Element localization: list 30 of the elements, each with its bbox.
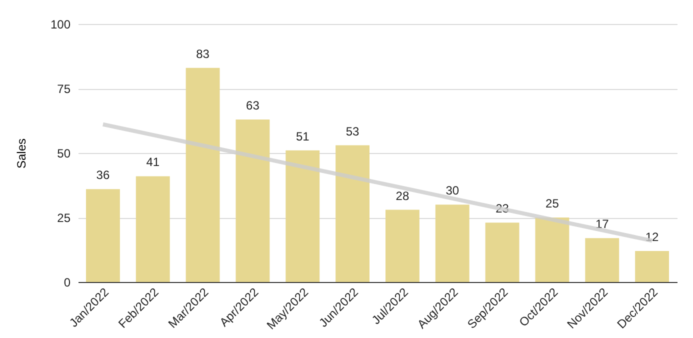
- y-tick-label: 50: [57, 146, 71, 160]
- data-label: 17: [595, 217, 610, 232]
- bar: [385, 210, 420, 282]
- data-label: 36: [96, 168, 110, 182]
- data-label: 51: [296, 129, 310, 144]
- data-label: 30: [446, 184, 460, 198]
- y-tick-label: 0: [64, 276, 71, 290]
- bar: [136, 176, 170, 282]
- data-label: 63: [246, 98, 260, 112]
- bar: [286, 150, 320, 282]
- bar: [236, 119, 270, 282]
- data-label: 41: [146, 155, 160, 170]
- bar: [336, 145, 370, 282]
- data-label: 83: [196, 46, 210, 61]
- bar: [485, 222, 520, 282]
- y-tick-label: 25: [57, 211, 71, 225]
- bar: [635, 251, 670, 282]
- data-label: 53: [346, 124, 360, 138]
- bar: [535, 218, 570, 282]
- data-label: 25: [546, 196, 560, 210]
- bar: [585, 238, 620, 282]
- bar: [435, 204, 470, 282]
- data-label: 12: [645, 230, 660, 244]
- y-tick-label: 75: [57, 82, 71, 96]
- y-axis-title: Sales: [14, 138, 28, 169]
- y-tick-label: 100: [50, 18, 71, 32]
- bar: [86, 189, 120, 282]
- bar: [186, 68, 220, 282]
- data-label: 23: [496, 202, 510, 216]
- data-label: 28: [396, 188, 410, 203]
